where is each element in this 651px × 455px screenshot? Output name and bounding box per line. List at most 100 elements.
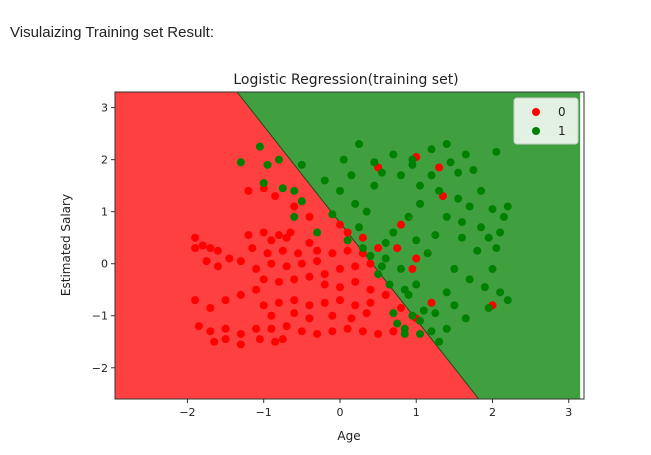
point-class-0 xyxy=(313,329,322,338)
point-class-0 xyxy=(351,301,360,310)
point-class-0 xyxy=(259,228,268,237)
point-class-1 xyxy=(355,140,364,149)
point-class-1 xyxy=(377,262,386,271)
legend: 01 xyxy=(513,97,579,145)
point-class-1 xyxy=(339,155,348,164)
point-class-1 xyxy=(335,186,344,195)
point-class-0 xyxy=(290,202,299,211)
point-class-1 xyxy=(381,254,390,263)
point-class-0 xyxy=(267,311,276,320)
point-class-0 xyxy=(358,327,367,336)
point-class-0 xyxy=(210,337,219,346)
point-class-1 xyxy=(370,158,379,167)
point-class-0 xyxy=(282,262,291,271)
point-class-0 xyxy=(267,324,276,333)
point-class-1 xyxy=(454,194,463,203)
point-class-0 xyxy=(381,290,390,299)
point-class-0 xyxy=(282,322,291,331)
point-class-1 xyxy=(461,150,470,159)
point-class-0 xyxy=(191,244,200,253)
point-class-0 xyxy=(271,192,280,201)
point-class-1 xyxy=(446,158,455,167)
point-class-1 xyxy=(461,314,470,323)
point-class-0 xyxy=(252,324,261,333)
point-class-0 xyxy=(335,220,344,229)
point-class-1 xyxy=(416,316,425,325)
point-class-1 xyxy=(431,231,440,240)
point-class-1 xyxy=(484,233,493,242)
point-class-0 xyxy=(194,322,203,331)
point-class-1 xyxy=(465,275,474,284)
point-class-1 xyxy=(488,264,497,273)
point-class-0 xyxy=(320,298,329,307)
x-axis-label: Age xyxy=(337,429,360,443)
point-class-0 xyxy=(259,301,268,310)
point-class-1 xyxy=(389,309,398,318)
point-class-0 xyxy=(297,259,306,268)
point-class-1 xyxy=(290,186,299,195)
point-class-0 xyxy=(286,228,295,237)
point-class-0 xyxy=(389,327,398,336)
y-tick-label: −1 xyxy=(92,310,108,323)
point-class-0 xyxy=(408,264,417,273)
point-class-1 xyxy=(416,181,425,190)
point-class-1 xyxy=(419,306,428,315)
point-class-1 xyxy=(427,327,436,336)
point-class-1 xyxy=(393,319,402,328)
point-class-0 xyxy=(396,303,405,312)
point-class-1 xyxy=(408,311,417,320)
point-class-1 xyxy=(457,233,466,242)
point-class-0 xyxy=(320,280,329,289)
legend-label-1: 1 xyxy=(558,124,566,138)
point-class-1 xyxy=(427,171,436,180)
x-tick-label: 0 xyxy=(336,406,343,419)
point-class-0 xyxy=(274,277,283,286)
point-class-1 xyxy=(496,288,505,297)
legend-marker-0 xyxy=(532,108,540,116)
point-class-1 xyxy=(389,228,398,237)
point-class-0 xyxy=(305,314,314,323)
point-class-1 xyxy=(362,207,371,216)
point-class-1 xyxy=(457,218,466,227)
point-class-1 xyxy=(328,210,337,219)
point-class-1 xyxy=(366,251,375,260)
point-class-0 xyxy=(290,275,299,284)
point-class-1 xyxy=(477,223,486,232)
legend-marker-1 xyxy=(532,127,540,135)
point-class-1 xyxy=(484,303,493,312)
point-class-0 xyxy=(305,301,314,310)
point-class-0 xyxy=(274,231,283,240)
point-class-0 xyxy=(328,311,337,320)
point-class-0 xyxy=(225,254,234,263)
point-class-0 xyxy=(313,257,322,266)
x-tick-label: −2 xyxy=(179,406,195,419)
point-class-1 xyxy=(313,228,322,237)
point-class-0 xyxy=(259,275,268,284)
point-class-1 xyxy=(396,264,405,273)
point-class-0 xyxy=(252,285,261,294)
point-class-1 xyxy=(404,212,413,221)
point-class-1 xyxy=(492,244,501,253)
point-class-1 xyxy=(496,228,505,237)
point-class-0 xyxy=(252,264,261,273)
point-class-1 xyxy=(400,324,409,333)
point-class-1 xyxy=(473,246,482,255)
y-tick-label: 3 xyxy=(101,102,108,115)
point-class-0 xyxy=(202,257,211,266)
point-class-0 xyxy=(271,337,280,346)
point-class-1 xyxy=(297,160,306,169)
point-class-1 xyxy=(320,176,329,185)
point-class-0 xyxy=(374,244,383,253)
point-class-1 xyxy=(370,181,379,190)
point-class-0 xyxy=(305,212,314,221)
point-class-0 xyxy=(198,241,207,250)
point-class-0 xyxy=(358,233,367,242)
point-class-0 xyxy=(297,327,306,336)
x-tick-label: 3 xyxy=(565,406,572,419)
point-class-0 xyxy=(213,262,222,271)
point-class-0 xyxy=(236,340,245,349)
decision-boundary xyxy=(236,92,480,399)
point-class-1 xyxy=(442,212,451,221)
point-class-0 xyxy=(393,244,402,253)
point-class-0 xyxy=(412,254,421,263)
